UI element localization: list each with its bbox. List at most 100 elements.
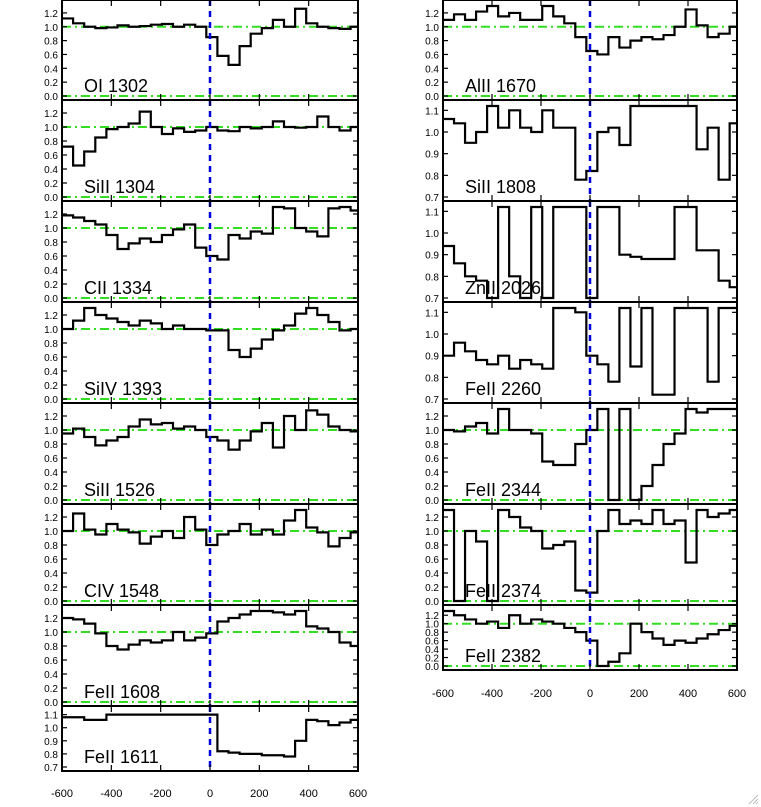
ion-label-civ-1548: CIV 1548 [84,581,159,601]
ytick-label-cii-1334-6: 1.2 [44,210,58,221]
spectrum-feii-2260 [443,306,737,396]
ytick-label-feii-2344-5: 1.0 [425,426,439,437]
spectrum-cii-1334 [62,205,358,261]
spectrum-feii-1608 [62,609,358,651]
ytick-label-siii-1304-5: 1.0 [44,123,58,134]
ytick-label-siii-1526-4: 0.8 [44,440,58,451]
ytick-label-alii-1670-3: 0.6 [425,50,439,61]
ytick-label-siiv-1393-4: 0.8 [44,339,58,350]
ytick-label-siii-1808-3: 1.0 [425,128,439,139]
ion-label-siii-1808: SiII 1808 [465,177,536,197]
panel-feii-1608: 0.0 0.2 0.4 0.6 0.8 1.0 1.2 FeII 1608 [44,604,359,709]
ytick-label-siii-1808-0: 0.7 [425,193,439,204]
ytick-label-feii-2260-3: 1.0 [425,330,439,341]
resize-grip-icon[interactable] [747,793,759,805]
xtick-label-right-6: 600 [728,688,746,700]
ytick-label-alii-1670-1: 0.2 [425,78,439,89]
ytick-label-feii-2344-2: 0.4 [425,468,439,479]
ion-label-siii-1304: SiII 1304 [84,177,155,197]
ytick-label-feii-1608-0: 0.0 [44,698,58,709]
ytick-label-feii-1611-0: 0.7 [44,763,58,774]
ytick-label-cii-1334-2: 0.4 [44,266,58,277]
ytick-label-alii-1670-4: 0.8 [425,37,439,48]
ytick-label-siii-1526-5: 1.0 [44,426,58,437]
ytick-label-cii-1334-4: 0.8 [44,238,58,249]
ytick-label-feii-2344-6: 1.2 [425,412,439,423]
ytick-label-siii-1526-0: 0.0 [44,496,58,507]
panel-feii-2260: 0.7 0.8 0.9 1.0 1.1 FeII 2260 [425,301,738,406]
xtick-label-left-1: -400 [100,788,122,800]
ytick-label-znii-2026-1: 0.8 [425,272,439,283]
ytick-label-siiv-1393-0: 0.0 [44,395,58,406]
ytick-label-feii-2382-2: 0.4 [425,645,439,656]
ytick-label-znii-2026-0: 0.7 [425,294,439,305]
ion-label-feii-2374: FeII 2374 [465,581,541,601]
ytick-label-feii-1608-6: 1.2 [44,614,58,625]
ytick-label-siii-1808-2: 0.9 [425,150,439,161]
ytick-label-siiv-1393-5: 1.0 [44,325,58,336]
panel-siiv-1393: 0.0 0.2 0.4 0.6 0.8 1.0 1.2 SiIV 1393 [44,301,359,406]
panel-oi-1302: 0.0 0.2 0.4 0.6 0.8 1.0 1.2 OI 1302 [44,0,359,103]
spectrum-feii-2374 [443,508,737,603]
xtick-label-right-0: -600 [432,688,454,700]
ion-label-feii-1608: FeII 1608 [84,682,160,702]
spectrum-siii-1526 [62,409,358,451]
xtick-label-left-4: 200 [250,788,268,800]
xtick-label-left-5: 400 [299,788,317,800]
ion-label-znii-2026: ZnII 2026 [465,278,541,298]
ytick-label-oi-1302-5: 1.0 [44,23,58,34]
ytick-label-siii-1304-0: 0.0 [44,193,58,204]
ytick-label-civ-1548-4: 0.8 [44,541,58,552]
ytick-label-feii-2382-6: 1.2 [425,611,439,622]
ytick-label-feii-1611-1: 0.8 [44,750,58,761]
spectrum-oi-1302 [62,7,358,66]
ytick-label-feii-2260-1: 0.8 [425,373,439,384]
ytick-label-siii-1304-2: 0.4 [44,165,58,176]
xtick-label-left-2: -200 [150,788,172,800]
ytick-label-feii-2382-1: 0.2 [425,654,439,665]
ytick-label-alii-1670-0: 0.0 [425,92,439,103]
ytick-label-oi-1302-0: 0.0 [44,92,58,103]
ytick-label-cii-1334-5: 1.0 [44,224,58,235]
xtick-label-left-6: 600 [349,788,367,800]
ytick-label-alii-1670-6: 1.2 [425,9,439,20]
panel-siii-1808: 0.7 0.8 0.9 1.0 1.1 SiII 1808 [425,99,738,204]
ion-label-feii-2382: FeII 2382 [465,646,541,666]
spectrum-siiv-1393 [62,306,358,359]
ytick-label-siii-1808-1: 0.8 [425,171,439,182]
ytick-label-feii-2382-3: 0.6 [425,637,439,648]
ion-label-oi-1302: OI 1302 [84,76,148,96]
ytick-label-cii-1334-1: 0.2 [44,280,58,291]
ion-label-siii-1526: SiII 1526 [84,480,155,500]
ytick-label-feii-1608-4: 0.8 [44,642,58,653]
ytick-label-feii-2260-0: 0.7 [425,395,439,406]
ytick-label-alii-1670-2: 0.4 [425,64,439,75]
ytick-label-siiv-1393-3: 0.6 [44,353,58,364]
ion-label-alii-1670: AlII 1670 [465,76,536,96]
ytick-label-oi-1302-4: 0.8 [44,37,58,48]
xtick-label-right-1: -400 [481,688,503,700]
ytick-label-oi-1302-1: 0.2 [44,78,58,89]
xtick-label-right-4: 200 [630,688,648,700]
ytick-label-civ-1548-1: 0.2 [44,583,58,594]
ion-label-feii-2260: FeII 2260 [465,379,541,399]
ytick-label-siii-1304-6: 1.2 [44,109,58,120]
ytick-label-civ-1548-0: 0.0 [44,597,58,608]
ytick-label-feii-2344-4: 0.8 [425,440,439,451]
ytick-label-siii-1526-1: 0.2 [44,482,58,493]
ytick-label-feii-2374-6: 1.2 [425,513,439,524]
ytick-label-siii-1304-3: 0.6 [44,151,58,162]
ytick-label-feii-2382-4: 0.8 [425,628,439,639]
ytick-label-znii-2026-4: 1.1 [425,207,439,218]
ytick-label-siii-1526-2: 0.4 [44,468,58,479]
ytick-label-feii-2260-2: 0.9 [425,352,439,363]
ytick-label-civ-1548-6: 1.2 [44,513,58,524]
spectrum-alii-1670 [443,4,737,56]
ytick-label-feii-2374-2: 0.4 [425,569,439,580]
ytick-label-siiv-1393-6: 1.2 [44,311,58,322]
xtick-label-right-5: 400 [679,688,697,700]
ytick-label-znii-2026-2: 0.9 [425,251,439,262]
panel-siii-1526: 0.0 0.2 0.4 0.6 0.8 1.0 1.2 SiII 1526 [44,402,359,507]
spectrum-znii-2026 [443,205,737,300]
